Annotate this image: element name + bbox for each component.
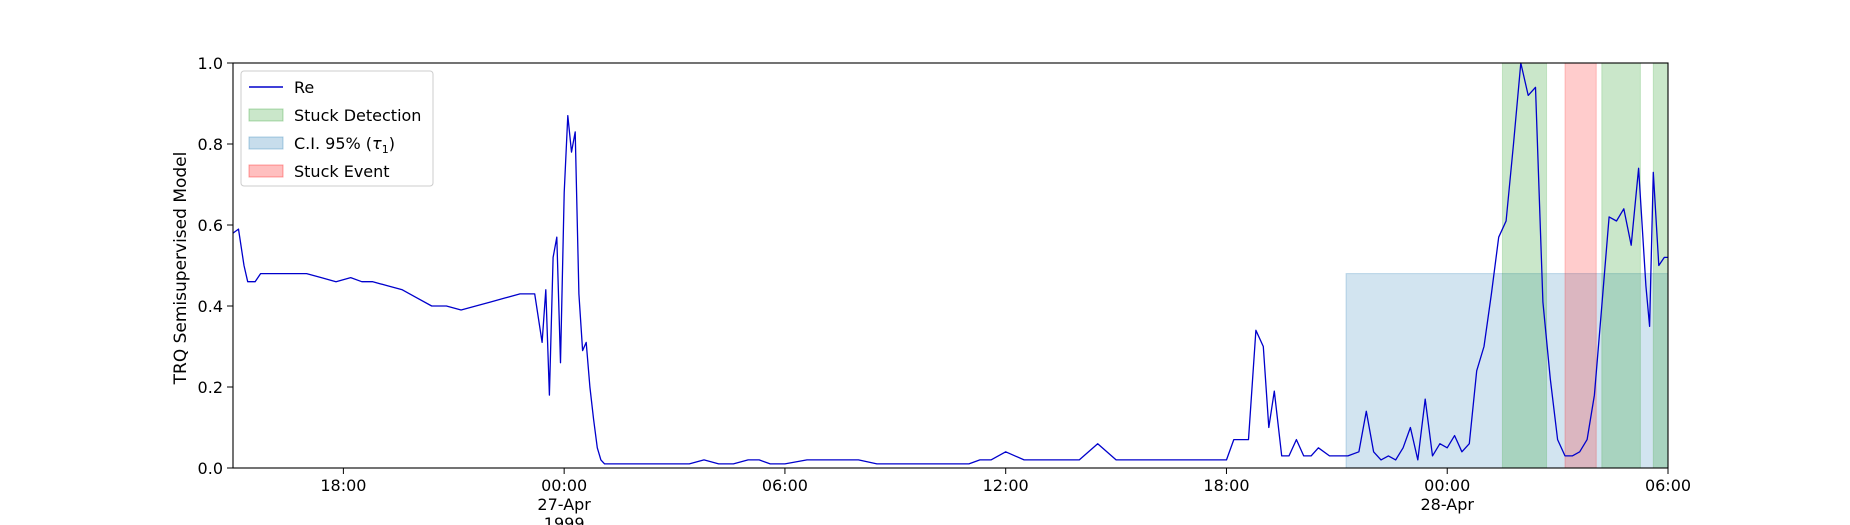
legend-label: Re [294,78,314,97]
y-axis-ticks: 0.0 0.2 0.4 0.6 0.8 1.0 [198,54,233,478]
series-line-re [232,62,1668,465]
stuck-detection-region [1601,62,1641,469]
legend-label: Stuck Event [294,162,390,181]
legend-swatch-patch [248,108,284,122]
stuck-detection-region [1501,62,1548,469]
legend-swatch-patch [248,164,284,178]
y-tick-label: 0.6 [198,216,223,235]
plot-frame [232,62,1669,469]
x-tick-year-label: 1999 [544,514,585,525]
series-layer [232,62,1668,465]
x-tick-label: 18:00 [320,476,366,495]
y-axis-label: TRQ Semisupervised Model [171,152,191,386]
x-tick-label: 12:00 [983,476,1029,495]
y-tick-label: 0.8 [198,135,223,154]
legend-label: Stuck Detection [294,106,421,125]
stuck-detection-region [1652,62,1669,469]
y-tick-label: 0.0 [198,459,223,478]
x-tick-label: 00:00 [541,476,587,495]
shaded-regions [1345,62,1669,469]
legend-label: C.I. 95% (τ1) [294,134,395,156]
x-tick-label: 06:00 [762,476,808,495]
legend: Re Stuck Detection C.I. 95% (τ1) Stuck Even… [240,70,434,187]
legend-box [240,70,434,187]
y-tick-label: 0.4 [198,297,223,316]
x-tick-date-label: 28-Apr [1420,495,1474,514]
ci-95-band [1345,273,1669,469]
x-tick-date-label: 27-Apr [537,495,591,514]
stuck-event-region [1564,62,1597,469]
axes [232,62,1669,469]
x-tick-label: 06:00 [1645,476,1691,495]
y-tick-label: 0.2 [198,378,223,397]
y-tick-label: 1.0 [198,54,223,73]
x-tick-label: 00:00 [1424,476,1470,495]
legend-swatch-patch [248,136,284,150]
x-tick-label: 18:00 [1203,476,1249,495]
